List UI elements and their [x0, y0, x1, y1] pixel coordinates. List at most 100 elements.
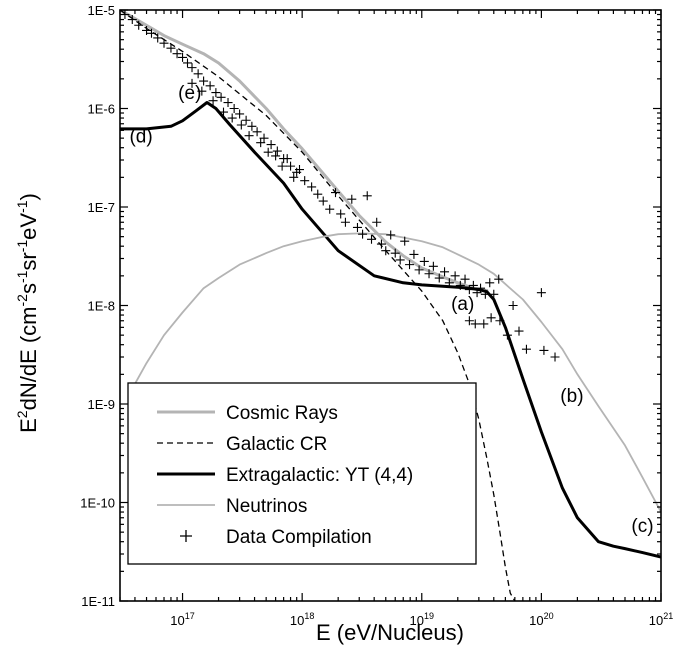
data-point-marker: [159, 38, 169, 48]
data-point-marker: [367, 234, 377, 244]
data-point-marker: [272, 146, 282, 156]
curve-annotation: (a): [451, 294, 474, 315]
data-point-marker: [464, 316, 474, 326]
data-point-marker: [468, 280, 478, 290]
data-point-marker: [241, 115, 251, 125]
data-point-marker: [358, 229, 368, 239]
y-tick-label: 1E-10: [80, 496, 115, 511]
legend-items: Cosmic Rays Galactic CR Extragalactic: YT …: [157, 403, 413, 548]
legend-label: Cosmic Rays: [226, 403, 338, 424]
data-point-marker: [166, 43, 176, 53]
curve-annotation: (c): [631, 516, 653, 537]
data-point-marker: [470, 319, 480, 329]
x-tick-label: 1020: [529, 611, 553, 628]
legend-label: Data Compilation: [226, 527, 372, 548]
ylabel-sup: -2: [14, 294, 30, 307]
data-point-marker: [266, 140, 276, 150]
data-point-marker: [289, 172, 299, 182]
data-point-marker: [494, 274, 504, 284]
data-point-marker: [450, 271, 460, 281]
ylabel-sup: -1: [14, 200, 30, 213]
data-point-marker: [480, 289, 490, 299]
data-point-marker: [193, 69, 203, 79]
data-point-marker: [256, 138, 266, 148]
data-point-marker: [479, 319, 489, 329]
legend-item: Data Compilation: [180, 527, 372, 548]
data-point-marker: [247, 121, 257, 131]
data-point-marker: [489, 289, 499, 299]
data-point-marker: [460, 274, 470, 284]
data-point-marker: [372, 217, 382, 227]
data-point-marker: [187, 63, 197, 73]
data-point-marker: [313, 189, 323, 199]
data-point-marker: [428, 261, 438, 271]
ylabel-part: E: [16, 418, 41, 433]
data-point-marker: [182, 58, 192, 68]
series-extragalactic-yt-4-4-line: [120, 101, 661, 559]
data-point-marker: [282, 154, 292, 164]
data-point-marker: [444, 278, 454, 288]
data-point-marker: [472, 288, 482, 298]
x-tick-label: 1021: [649, 611, 673, 628]
data-point-marker: [409, 249, 419, 259]
data-point-marker: [208, 96, 218, 106]
data-point-marker: [153, 33, 163, 43]
data-point-marker: [331, 188, 341, 198]
legend-marker: [180, 530, 192, 542]
legend-label: Neutrinos: [226, 496, 307, 517]
data-point-marker: [400, 236, 410, 246]
data-point-marker: [277, 161, 287, 171]
data-point-marker: [486, 313, 496, 323]
data-point-marker: [390, 248, 400, 258]
data-point-marker: [464, 285, 474, 295]
legend-item: Galactic CR: [157, 434, 327, 455]
data-point-marker: [263, 147, 273, 157]
data-point-marker: [199, 76, 209, 86]
data-point-marker: [219, 107, 229, 117]
ylabel-part: dN/dE (cm: [16, 306, 41, 410]
curve-annotation: (e): [178, 83, 201, 104]
data-point-marker: [336, 209, 346, 219]
data-point-marker: [271, 151, 281, 161]
y-axis-label: E2dN/dE (cm-2s-1sr-1eV-1): [14, 193, 41, 433]
data-point-marker: [539, 345, 549, 355]
data-point-marker: [508, 301, 518, 310]
data-point-marker: [216, 92, 226, 102]
annotations: (a) (b) (c) (d) (e): [129, 83, 653, 537]
y-tick-label: 1E-9: [88, 397, 115, 412]
y-tick-label: 1E-11: [81, 594, 115, 609]
data-point-marker: [134, 20, 144, 30]
data-point-marker: [376, 239, 386, 249]
series-neutrinos-line: [134, 232, 661, 513]
data-point-marker: [476, 283, 486, 293]
series-layer: [120, 10, 661, 601]
y-tick-label: 1E-5: [88, 3, 115, 18]
series-galactic-cr-line: [120, 10, 516, 601]
ylabel-sup: -1: [14, 240, 30, 253]
series-data-compilation: [120, 10, 560, 362]
data-point-marker: [236, 120, 246, 130]
data-point-marker: [187, 78, 197, 88]
data-point-marker: [318, 196, 328, 206]
data-point-marker: [227, 113, 237, 123]
data-point-marker: [536, 288, 546, 298]
legend-item: Cosmic Rays: [157, 403, 338, 424]
data-point-marker: [259, 133, 269, 143]
ylabel-part: s: [16, 283, 41, 294]
data-point-marker: [419, 256, 429, 266]
curve-annotation: (d): [129, 127, 152, 148]
data-point-marker: [550, 352, 560, 362]
x-tick-label: 1019: [410, 611, 434, 628]
data-point-marker: [211, 88, 221, 98]
data-point-marker: [172, 49, 182, 59]
data-point-marker: [440, 267, 450, 277]
data-point-marker: [395, 255, 405, 265]
data-point-marker: [235, 109, 245, 119]
data-point-marker: [521, 344, 531, 354]
y-tick-label: 1E-7: [88, 200, 115, 215]
data-point-marker: [455, 280, 465, 290]
legend-label: Galactic CR: [226, 434, 327, 455]
data-point-marker: [502, 330, 512, 340]
y-tick-label: 1E-8: [88, 299, 115, 314]
